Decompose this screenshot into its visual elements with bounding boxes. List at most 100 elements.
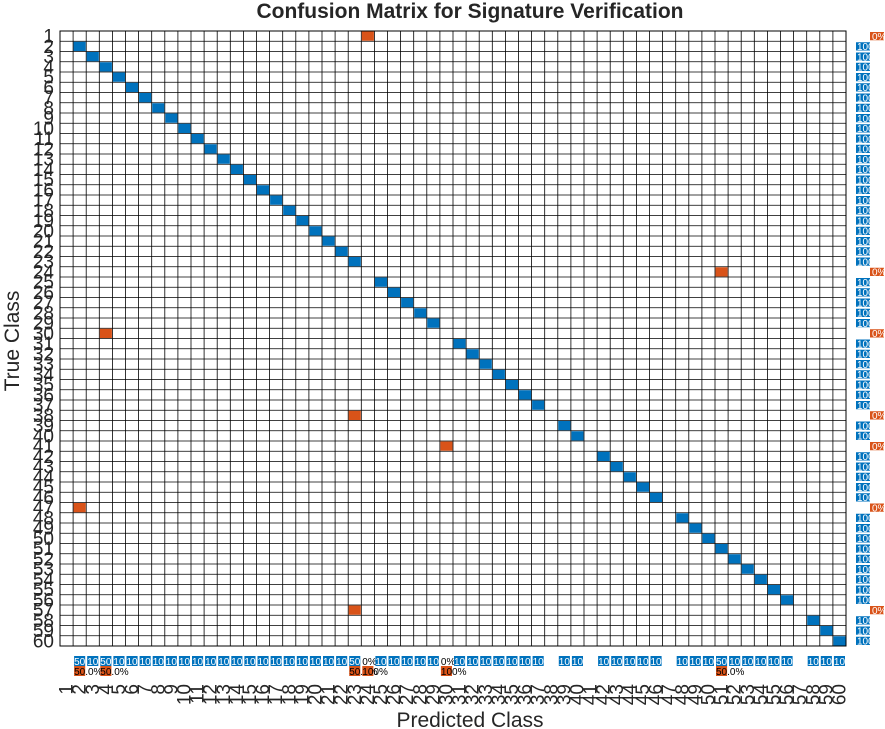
cell-correct <box>728 554 741 564</box>
row-summary-correct <box>856 339 870 348</box>
y-tick-label: 56 <box>33 590 54 611</box>
x-tick-label: 9 <box>161 684 182 695</box>
x-tick-label: 39 <box>554 684 575 705</box>
row-summary-cell: 100% <box>856 298 883 309</box>
column-summary-correct <box>218 656 230 666</box>
column-summary-cell: 100% <box>309 656 336 668</box>
y-tick-label: 47 <box>33 498 54 519</box>
row-summary-cell: 100% <box>856 247 883 258</box>
column-summary-label: 100% <box>768 657 794 668</box>
row-summary-cell: 100% <box>856 616 883 627</box>
row-summary-correct <box>856 606 870 615</box>
x-tick-label: 32 <box>463 684 484 705</box>
y-tick-label: 49 <box>33 519 54 540</box>
row-summary-correct <box>856 308 870 317</box>
column-summary-cell: 100% <box>270 656 297 668</box>
row-summary-cell: 100% <box>856 473 883 484</box>
column-summary-label: 100% <box>113 657 139 668</box>
row-summary-label: 100% <box>857 237 883 248</box>
cell-correct <box>610 462 623 472</box>
row-summary-label: 100% <box>857 565 883 576</box>
column-summary-label: 100% <box>598 657 624 668</box>
column-summary-label: 100% <box>166 657 192 668</box>
column-summary-correct <box>178 656 190 666</box>
row-summary-cell: 100% <box>856 165 883 176</box>
row-summary-correct <box>856 206 870 215</box>
row-summary-correct <box>856 421 870 430</box>
column-summary-correct <box>480 656 492 666</box>
column-summary-cell: 100% <box>467 656 493 668</box>
cell-correct <box>243 175 256 185</box>
column-summary-label: 100% <box>729 657 755 668</box>
row-summary-label: 100% <box>857 452 883 463</box>
row-summary-correct <box>856 401 870 410</box>
column-summary-correct <box>296 656 308 666</box>
row-summary-cell: 100% <box>856 319 883 330</box>
row-summary-correct <box>856 534 870 543</box>
cell-error <box>361 31 374 41</box>
row-summary-label: 100% <box>857 155 883 166</box>
column-summary-label: 100% <box>690 657 716 668</box>
row-summary-correct <box>856 42 870 51</box>
column-summary-correct <box>152 656 164 666</box>
row-summary-correct <box>856 278 870 287</box>
column-summary-cell: 100% <box>231 656 257 668</box>
row-summary-error <box>870 606 884 615</box>
row-summary-label: 100% <box>857 309 883 320</box>
row-summary-cell: 100% <box>856 380 883 391</box>
row-summary-correct <box>856 370 870 379</box>
row-summary-label: 100% <box>857 339 883 350</box>
matrix-grid <box>59 30 847 647</box>
row-summary-label: 100% <box>857 288 883 299</box>
column-summary-correct <box>519 656 531 666</box>
row-summary-cell: 100% <box>856 626 883 637</box>
y-tick-label: 51 <box>33 539 54 560</box>
column-summary-label: 100% <box>703 657 729 668</box>
row-summary-label: 100% <box>857 483 883 494</box>
y-tick-label: 30 <box>33 324 54 345</box>
cell-correct <box>309 226 322 236</box>
column-summary-cell: 100% <box>755 656 781 668</box>
x-tick-label: 29 <box>423 684 444 705</box>
cell-correct <box>597 451 610 461</box>
row-summary-correct <box>856 175 870 184</box>
column-summary-error-label: 50.0% <box>74 667 102 678</box>
column-summary-label: 100% <box>271 657 297 668</box>
x-tick-label: 27 <box>397 684 418 705</box>
column-summary-error <box>349 666 361 676</box>
y-tick-label: 25 <box>33 273 54 294</box>
column-summary-correct <box>820 656 832 666</box>
y-tick-label: 38 <box>33 406 54 427</box>
x-tick-label: 34 <box>489 684 510 706</box>
row-summary-correct <box>856 257 870 266</box>
row-summary-correct <box>856 52 870 61</box>
row-summary-correct <box>856 134 870 143</box>
y-tick-label: 19 <box>33 211 54 232</box>
column-summary-correct <box>755 656 767 666</box>
x-tick-label: 36 <box>515 684 536 705</box>
row-summary-label: 100% <box>857 575 883 586</box>
column-summary-correct <box>558 656 570 666</box>
column-summary-cell: 100% <box>139 656 165 668</box>
row-summary-label: 100% <box>857 73 883 84</box>
row-summary-correct <box>856 155 870 164</box>
column-summary-cell: 100% <box>336 656 362 668</box>
row-summary-correct <box>856 554 870 563</box>
row-summary-cell: 100% <box>856 124 883 135</box>
row-summary-correct <box>856 103 870 112</box>
row-summary-label: 100% <box>857 227 883 238</box>
column-summary-correct <box>532 656 544 666</box>
cell-correct <box>230 164 243 174</box>
row-summary-cell: 100% <box>856 186 883 197</box>
cell-correct <box>126 82 139 92</box>
row-summary-error <box>870 442 884 451</box>
cell-correct <box>322 236 335 246</box>
x-tick-label: 42 <box>594 684 615 705</box>
column-summary-correct <box>309 656 321 666</box>
column-summary-correct <box>571 656 583 666</box>
column-summary-cell: 100% <box>637 656 663 668</box>
row-summary-label: 0% <box>872 268 885 279</box>
row-summary-cell: 100% <box>856 524 883 535</box>
y-tick-label: 55 <box>33 580 54 601</box>
x-tick-label: 25 <box>371 684 392 705</box>
